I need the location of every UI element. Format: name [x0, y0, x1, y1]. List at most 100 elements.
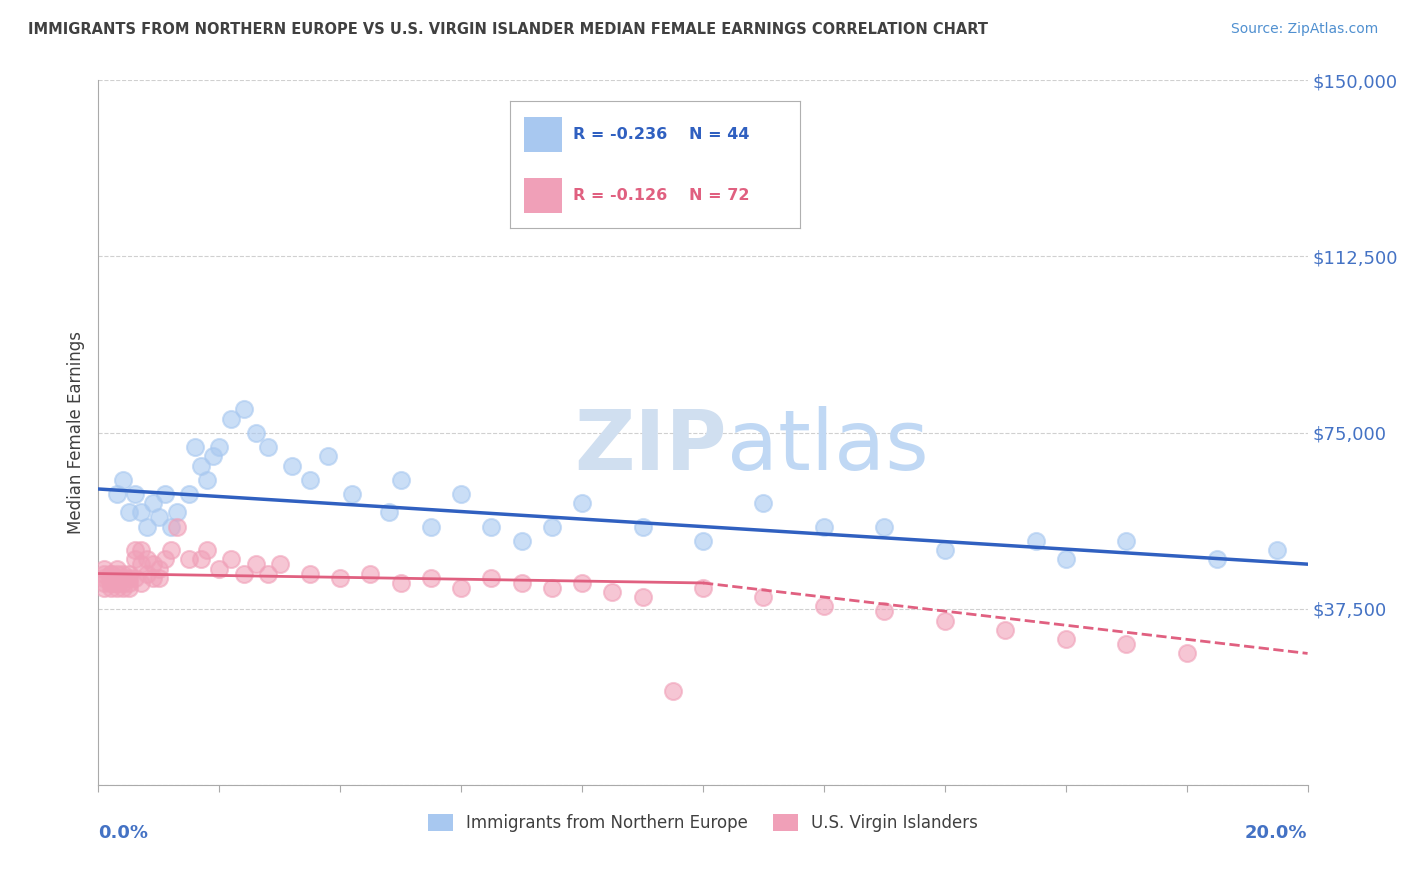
Point — [124, 571, 146, 585]
Point — [160, 543, 183, 558]
Point — [100, 576, 122, 591]
Text: IMMIGRANTS FROM NORTHERN EUROPE VS U.S. VIRGIN ISLANDER MEDIAN FEMALE EARNINGS C: IMMIGRANTS FROM NORTHERN EUROPE VS U.S. … — [28, 22, 988, 37]
Point — [269, 557, 291, 571]
Point — [148, 510, 170, 524]
Point — [93, 576, 115, 591]
Point — [129, 576, 152, 591]
Point — [142, 557, 165, 571]
Point — [232, 402, 254, 417]
Point — [142, 571, 165, 585]
Point — [100, 571, 122, 585]
Point — [190, 552, 212, 566]
Point — [179, 552, 201, 566]
Point — [1267, 543, 1289, 558]
Point — [1206, 552, 1229, 566]
Point — [329, 571, 352, 585]
Text: atlas: atlas — [727, 406, 929, 487]
Point — [692, 533, 714, 548]
Point — [221, 411, 243, 425]
Point — [245, 557, 267, 571]
Point — [184, 440, 207, 454]
Point — [1115, 637, 1137, 651]
Point — [752, 590, 775, 604]
Point — [111, 571, 134, 585]
Point — [360, 566, 382, 581]
Point — [153, 486, 176, 500]
Point — [481, 519, 503, 533]
Text: 20.0%: 20.0% — [1246, 823, 1308, 842]
Point — [118, 571, 141, 585]
Point — [124, 552, 146, 566]
Point — [153, 552, 176, 566]
Point — [571, 576, 593, 591]
Point — [692, 581, 714, 595]
Point — [232, 566, 254, 581]
Point — [118, 566, 141, 581]
Point — [179, 486, 201, 500]
Point — [208, 562, 231, 576]
Legend: Immigrants from Northern Europe, U.S. Virgin Islanders: Immigrants from Northern Europe, U.S. Vi… — [419, 805, 987, 840]
Point — [118, 506, 141, 520]
Point — [256, 566, 278, 581]
Point — [100, 581, 122, 595]
Point — [1054, 552, 1077, 566]
Point — [118, 576, 141, 591]
Point — [148, 571, 170, 585]
Point — [631, 590, 654, 604]
Point — [540, 581, 562, 595]
Point — [420, 571, 443, 585]
Point — [105, 571, 128, 585]
Point — [540, 519, 562, 533]
Point — [994, 623, 1017, 637]
Point — [111, 473, 134, 487]
Point — [281, 458, 304, 473]
Point — [105, 576, 128, 591]
Point — [813, 599, 835, 614]
Point — [934, 543, 956, 558]
Point — [450, 486, 472, 500]
Point — [602, 585, 624, 599]
Point — [105, 581, 128, 595]
Point — [256, 440, 278, 454]
Text: 0.0%: 0.0% — [98, 823, 149, 842]
Point — [510, 576, 533, 591]
Point — [93, 581, 115, 595]
Point — [299, 566, 322, 581]
Point — [190, 458, 212, 473]
Y-axis label: Median Female Earnings: Median Female Earnings — [66, 331, 84, 534]
Text: Source: ZipAtlas.com: Source: ZipAtlas.com — [1230, 22, 1378, 37]
Point — [481, 571, 503, 585]
Point — [93, 562, 115, 576]
Point — [124, 543, 146, 558]
Point — [129, 506, 152, 520]
Point — [124, 486, 146, 500]
Point — [129, 543, 152, 558]
Point — [571, 496, 593, 510]
Point — [1024, 533, 1046, 548]
Point — [135, 566, 157, 581]
Point — [873, 604, 896, 618]
Point — [245, 425, 267, 440]
Point — [316, 449, 339, 463]
Point — [377, 506, 399, 520]
Point — [420, 519, 443, 533]
Point — [160, 519, 183, 533]
Point — [1115, 533, 1137, 548]
Point — [299, 473, 322, 487]
Text: ZIP: ZIP — [575, 406, 727, 487]
Point — [100, 566, 122, 581]
Point — [450, 581, 472, 595]
Point — [105, 566, 128, 581]
Point — [1054, 632, 1077, 647]
Point — [661, 684, 683, 698]
Point — [105, 486, 128, 500]
Point — [166, 506, 188, 520]
Point — [111, 566, 134, 581]
Point — [100, 566, 122, 581]
Point — [100, 571, 122, 585]
Point — [148, 562, 170, 576]
Point — [195, 473, 218, 487]
Point — [510, 533, 533, 548]
Point — [118, 581, 141, 595]
Point — [100, 576, 122, 591]
